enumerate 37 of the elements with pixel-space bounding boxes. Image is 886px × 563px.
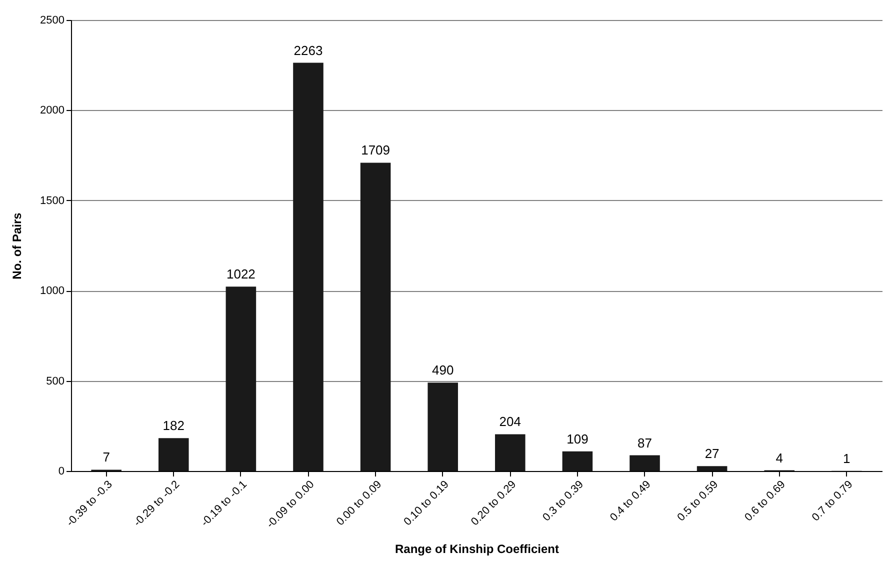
x-tick-label: 0.4 to 0.49 (608, 478, 654, 524)
data-label: 87 (638, 435, 652, 450)
x-tick-label: 0.5 to 0.59 (675, 478, 721, 524)
y-tick-label: 500 (46, 375, 64, 388)
y-tick-label: 1500 (40, 194, 64, 207)
bar (293, 62, 324, 471)
data-label: 204 (499, 414, 522, 430)
data-label: 1022 (226, 266, 256, 282)
bar (696, 466, 728, 471)
data-label: 7 (102, 450, 110, 465)
data-label: 2263 (294, 42, 323, 58)
bar (158, 438, 189, 471)
y-tick-label: 0 (58, 466, 64, 478)
bar (226, 286, 256, 471)
data-label: 27 (704, 446, 720, 462)
bar (360, 162, 391, 471)
bar (495, 434, 526, 471)
x-axis-title: Range of Kinship Coefficient (394, 542, 560, 556)
data-label: 4 (776, 450, 783, 466)
data-label: 1 (843, 450, 850, 466)
x-tick-label: 0.6 to 0.69 (742, 478, 788, 524)
bar (562, 451, 593, 471)
data-label: 182 (162, 418, 184, 434)
x-tick-label: 0.20 to 0.29 (469, 478, 519, 528)
y-axis-title: No. of Pairs (10, 212, 24, 280)
bar (630, 455, 660, 471)
y-tick-label: 2500 (40, 14, 64, 26)
data-label: 490 (432, 362, 454, 378)
x-tick-label: 0.10 to 0.19 (402, 478, 452, 528)
data-label: 1709 (361, 142, 390, 158)
bar (428, 382, 458, 471)
x-tick-label: 0.3 to 0.39 (540, 478, 586, 524)
y-tick-label: 1000 (40, 285, 64, 298)
x-tick-label: 0.00 to 0.09 (334, 478, 384, 528)
data-label: 109 (566, 431, 588, 446)
y-tick-label: 2000 (40, 104, 64, 117)
x-tick-label: 0.7 to 0.79 (810, 478, 856, 524)
